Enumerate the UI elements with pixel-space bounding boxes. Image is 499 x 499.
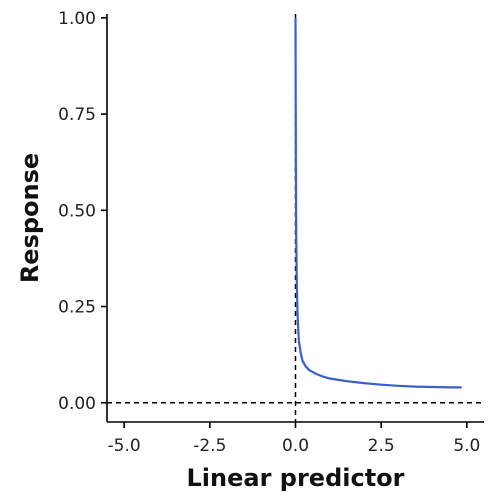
y-tick-label: 0.00	[58, 394, 96, 414]
x-tick-label: -5.0	[108, 436, 141, 456]
x-axis-title: Linear predictor	[187, 464, 405, 492]
series	[294, 17, 462, 389]
series-line	[294, 17, 462, 389]
y-tick-label: 0.75	[58, 105, 96, 125]
y-tick-label: 1.00	[58, 9, 96, 29]
y-axis-title: Response	[16, 153, 44, 283]
ticks: -5.0 -2.5 0.0 2.5 5.0 0.00 0.25 0.50 0.75 1.00	[58, 9, 480, 456]
x-tick-label: 0.0	[282, 436, 309, 456]
x-tick-label: -2.5	[193, 436, 226, 456]
x-tick-label: 5.0	[453, 436, 480, 456]
y-tick-label: 0.25	[58, 298, 96, 318]
y-tick-label: 0.50	[58, 201, 96, 221]
x-tick-label: 2.5	[368, 436, 395, 456]
